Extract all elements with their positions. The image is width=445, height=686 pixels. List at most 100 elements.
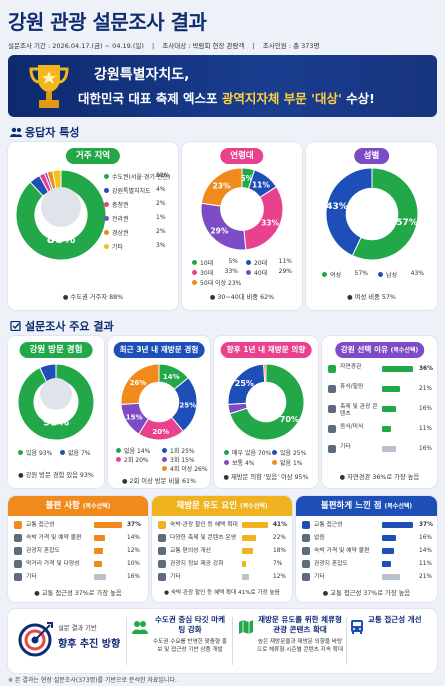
page-title: 강원 관광 설문조사 결과 <box>8 10 207 34</box>
card-inconvenience-title: 불편 사항 (복수선택) <box>8 496 148 516</box>
card-felt-inconvenience: 불편하게 느낀 점 (복수선택) 교통 접근성 37% 없음 16% 숙박 가격 및 예… <box>296 496 437 602</box>
donut-label-1: 43% <box>326 202 348 212</box>
donut-slice-0 <box>351 167 419 261</box>
bar-label: 관광지 혼잡도 <box>26 548 60 554</box>
donut-slice-0 <box>229 363 305 441</box>
legend-region-4: 경상권 <box>104 228 172 237</box>
bar <box>382 561 392 567</box>
direction-item-0: 수도권 중심 타깃 마케팅 강화 수도권 수요를 반영한 맞춤형 홍보 및 접근… <box>152 615 227 653</box>
reason-note: ● 자연경관 36%로 가장 높음 <box>339 474 420 481</box>
intent-donut: 70% 25% <box>227 363 305 441</box>
bar-value: 7% <box>273 561 283 567</box>
donut-center-label: 88% <box>47 232 76 246</box>
checkbox-icon <box>10 321 21 331</box>
bar-category-icon <box>302 534 310 542</box>
bar-row-4: 기타 16% <box>14 573 144 584</box>
bar-value: 36% <box>419 366 433 372</box>
direction-strip: 설문 결과 기반 향후 추진 방향 수도권 중심 타깃 마케팅 강화 수도권 수… <box>8 609 437 673</box>
bar <box>382 522 414 528</box>
card-revisit-title: 최근 3년 내 재방문 경험 <box>113 342 205 358</box>
section-respondent-heading: 응답자 특성 <box>10 124 79 140</box>
legend-region-1: 강원특별자치도 <box>104 186 172 195</box>
bar-value: 16% <box>419 406 432 412</box>
legend-region-value-0: 88% <box>156 172 170 179</box>
region-donut: 88% <box>15 169 107 261</box>
card-revisit: 최근 3년 내 재방문 경험 14% 25% 20% 15% 26% 없음 14% 1회… <box>108 336 210 488</box>
bar-category-icon <box>302 547 310 555</box>
bar-category-icon <box>328 405 336 413</box>
bar-row-1: 휴식/힐링 21% <box>328 384 434 396</box>
bar-category-icon <box>328 425 336 433</box>
trophy-icon <box>29 65 69 108</box>
bar-row-0: 교통 접근성 37% <box>14 521 144 532</box>
legend-region-3: 전라권 <box>104 214 172 223</box>
card-intent-title: 향후 1년 내 재방문 의향 <box>220 342 312 358</box>
direction-lead: 설문 결과 기반 향후 추진 방향 <box>58 625 121 650</box>
bar <box>242 522 268 528</box>
legend-revisit-0: 없음 14% <box>116 446 156 455</box>
bar-label: 관광지 혼잡도 <box>314 561 348 567</box>
bar-row-2: 축제 및 관광 콘텐츠 16% <box>328 404 434 417</box>
bar-category-icon <box>328 365 336 373</box>
legend-region-2: 충청권 <box>104 200 172 209</box>
bar-label: 음식/미식 <box>340 424 364 430</box>
donut-label-0: 57% <box>396 218 418 228</box>
bar-value: 14% <box>419 548 432 554</box>
bar <box>94 548 103 554</box>
visit-donut: 93% <box>17 363 95 441</box>
bar-row-1: 다양한 축제 및 콘텐츠 운영 22% <box>158 534 288 545</box>
bar-value: 21% <box>419 386 432 392</box>
card-reason: 강원 선택 이유 (복수선택) 자연경관 36% 휴식/힐링 21% 축제 및 관광 콘… <box>322 336 437 488</box>
bar-value: 16% <box>127 574 140 580</box>
card-visit: 강원 방문 경험 93% 있음 93% 없음 7% ● 강원 방문 경험 있음 … <box>8 336 104 488</box>
card-region: 거주 지역 88% 수도권(서울·경기·인천) 강원특별자치도 충청권 전라권 … <box>8 142 178 310</box>
donut-center-label: 93% <box>43 416 69 429</box>
target-icon <box>18 622 53 657</box>
legend-revisit-2: 2회 20% <box>116 455 156 464</box>
donut-label-4: 23% <box>213 181 231 190</box>
legend-region-value-2: 2% <box>156 200 166 207</box>
visit-note: ● 강원 방문 경험 있음 93% <box>18 472 94 479</box>
bar <box>382 366 413 372</box>
donut-label-0: 5% <box>240 174 253 183</box>
section-results-heading: 설문조사 주요 결과 <box>10 318 114 334</box>
donut-label-1: 11% <box>252 180 270 189</box>
bar-category-icon <box>158 573 166 581</box>
survey-period: 설문조사 기간 : 2026.04.17.(금) ~ 04.19.(일) <box>8 42 144 50</box>
donut-hole-icon <box>40 378 72 410</box>
bar-row-4: 기타 21% <box>302 573 432 584</box>
bar-label: 휴식/힐링 <box>340 384 364 390</box>
inconvenience-note: ● 교통 접근성 37%로 가장 높음 <box>34 590 122 597</box>
bar-category-icon <box>158 560 166 568</box>
donut-label-2: 25% <box>235 379 254 388</box>
card-felt-inconvenience-title: 불편하게 느낀 점 (복수선택) <box>296 496 437 516</box>
bar-category-icon <box>328 445 336 453</box>
bar-value: 11% <box>419 426 432 432</box>
bar <box>94 574 106 580</box>
legend-region-0: 수도권(서울·경기·인천) <box>104 172 172 181</box>
bar-value: 12% <box>273 574 286 580</box>
legend-region-5: 기타 <box>104 242 172 251</box>
legend-intent-3: 없음 1% <box>272 458 312 467</box>
bar <box>382 535 396 541</box>
legend-gender-0: 여성 57% <box>322 270 368 279</box>
direction-item-1: 재방문 유도를 위한 체류형 관광 콘텐츠 확대 높은 재방문율과 재방문 의향… <box>256 615 344 653</box>
legend-revisit-3: 3회 15% <box>162 455 202 464</box>
intent-note: ● 재방문 의향 '있음' 이상 95% <box>223 474 309 481</box>
bar <box>382 548 394 554</box>
donut-hole-icon <box>41 187 81 227</box>
bar-value: 22% <box>273 535 286 541</box>
card-gender: 성별 57% 43% 여성 57% 남성 43% ● 여성 비중 57% <box>306 142 437 310</box>
donut-label-2: 20% <box>152 428 169 436</box>
bar <box>382 446 396 452</box>
donut-label-3: 15% <box>126 414 143 422</box>
donut-label-0: 14% <box>163 373 180 381</box>
bar <box>94 522 122 528</box>
bar-category-icon <box>302 560 310 568</box>
legend-age-0: 10대 5% <box>192 258 238 267</box>
direction-item-2: 교통 접근성 개선 <box>368 615 422 624</box>
bar-value: 16% <box>419 535 432 541</box>
bar <box>382 386 400 392</box>
age-donut: 5%11% 33% 29% 23% <box>200 167 284 251</box>
